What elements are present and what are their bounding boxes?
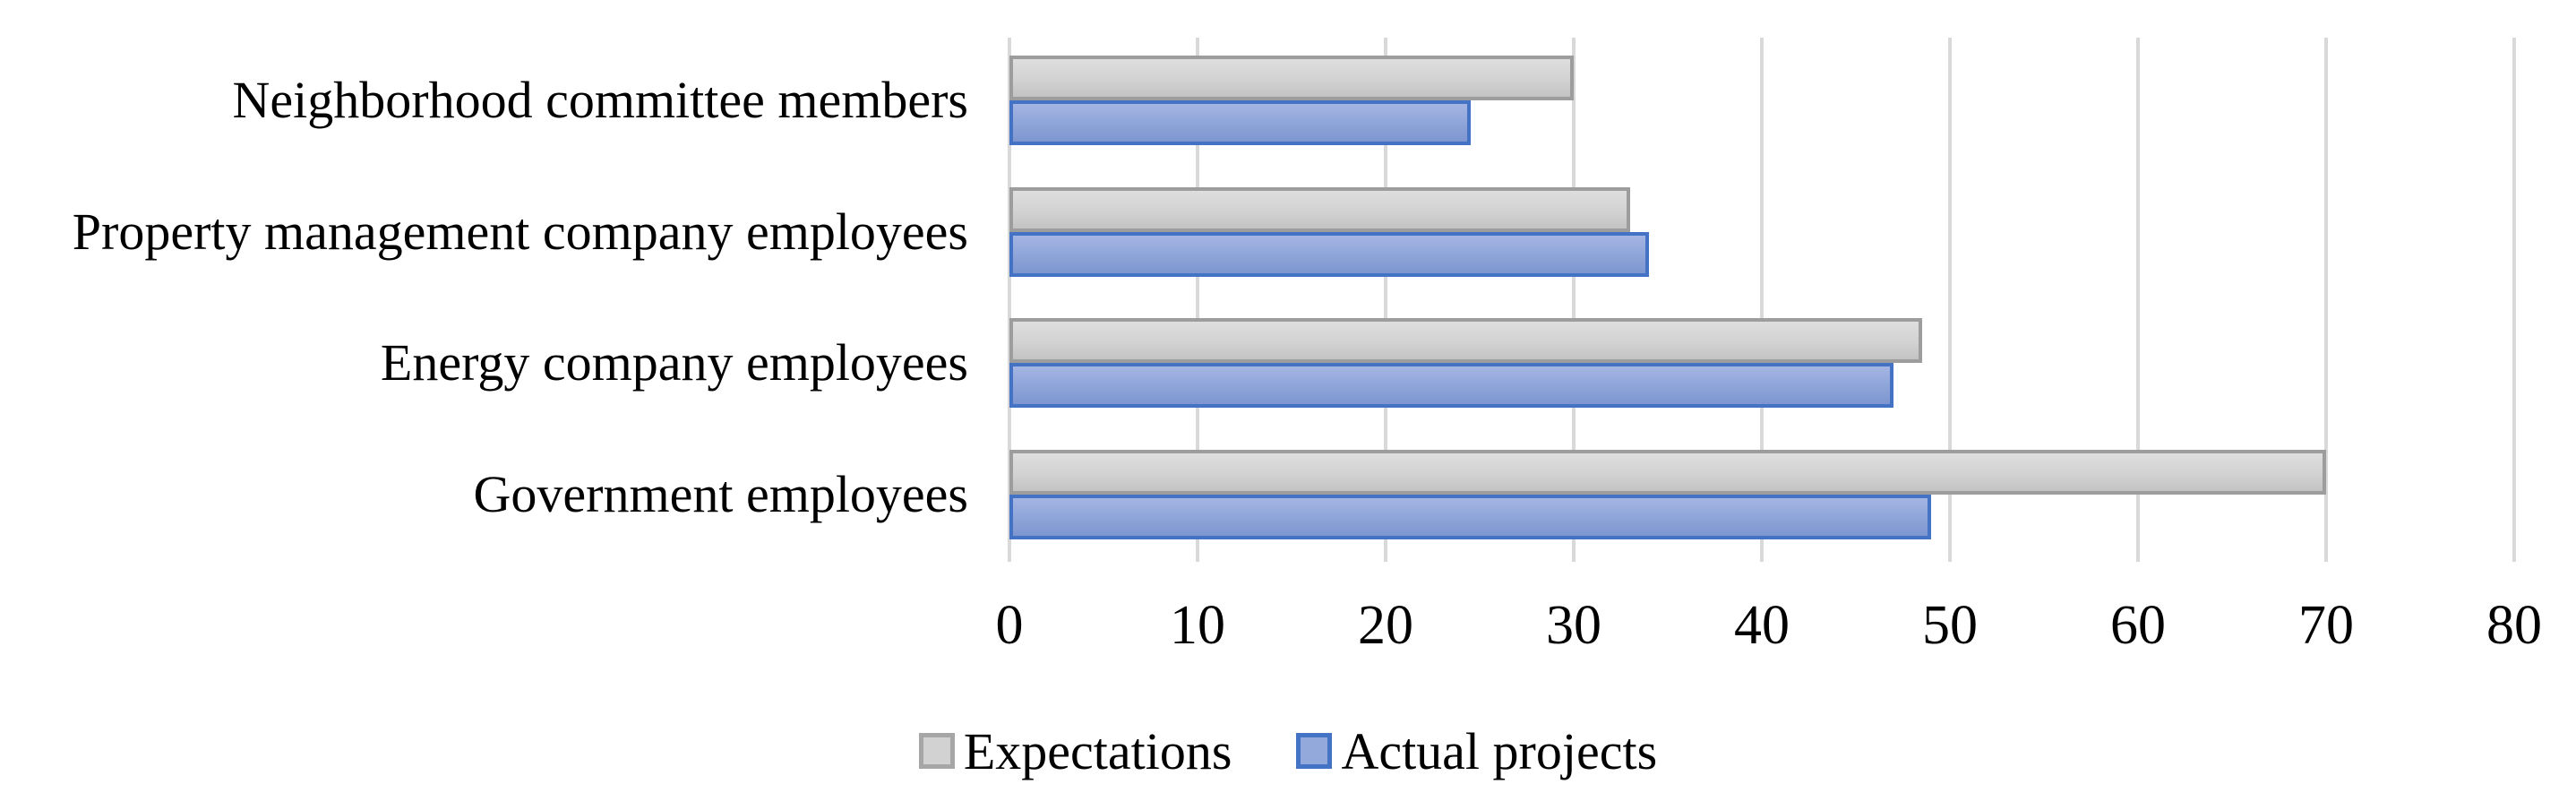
tick-mark-80 [2512,544,2516,562]
x-tick-label-70: 70 [2298,595,2354,656]
x-tick-label-50: 50 [1922,595,1978,656]
legend-item-actual-projects: Actual projects [1296,721,1657,781]
tick-mark-10 [1196,544,1199,562]
bar-actual-projects-neighborhood-committee-members [1009,100,1471,145]
tick-mark-30 [1572,544,1576,562]
legend-label-expectations: Expectations [963,721,1232,780]
x-tick-label-30: 30 [1546,595,1601,656]
gridline-80 [2512,38,2516,544]
gridline-40 [1760,38,1764,544]
bar-actual-projects-property-management-company-employees [1009,232,1649,277]
gridline-60 [2136,38,2140,544]
legend: Expectations Actual projects [0,713,2576,788]
bar-expectations-neighborhood-committee-members [1009,56,1574,100]
gridline-50 [1948,38,1952,544]
legend-label-actual-projects: Actual projects [1341,721,1658,780]
tick-mark-40 [1760,544,1764,562]
gridline-70 [2324,38,2328,544]
bar-actual-projects-energy-company-employees [1009,363,1893,408]
tick-mark-0 [1008,544,1011,562]
category-label-property-management-company-employees: Property management company employees [72,202,968,261]
gridline-0 [1008,38,1011,544]
x-tick-label-60: 60 [2110,595,2166,656]
gridline-30 [1572,38,1576,544]
category-label-neighborhood-committee-members: Neighborhood committee members [232,71,968,129]
bar-expectations-energy-company-employees [1009,318,1922,363]
category-label-government-employees: Government employees [473,465,968,523]
legend-swatch-icon-expectations [918,733,955,769]
x-tick-label-10: 10 [1170,595,1225,656]
tick-mark-60 [2136,544,2140,562]
x-tick-label-20: 20 [1358,595,1413,656]
bar-expectations-property-management-company-employees [1009,187,1630,232]
x-tick-label-40: 40 [1734,595,1790,656]
x-tick-label-0: 0 [995,595,1024,656]
tick-mark-20 [1384,544,1387,562]
gridline-10 [1196,38,1199,544]
bar-actual-projects-government-employees [1009,495,1931,539]
x-tick-label-80: 80 [2486,595,2542,656]
bar-expectations-government-employees [1009,450,2326,495]
category-label-energy-company-employees: Energy company employees [380,333,968,392]
tick-mark-70 [2324,544,2328,562]
tick-mark-50 [1948,544,1952,562]
gridline-20 [1384,38,1387,544]
legend-item-expectations: Expectations [918,721,1232,781]
legend-swatch-icon-actual-projects [1296,733,1333,769]
